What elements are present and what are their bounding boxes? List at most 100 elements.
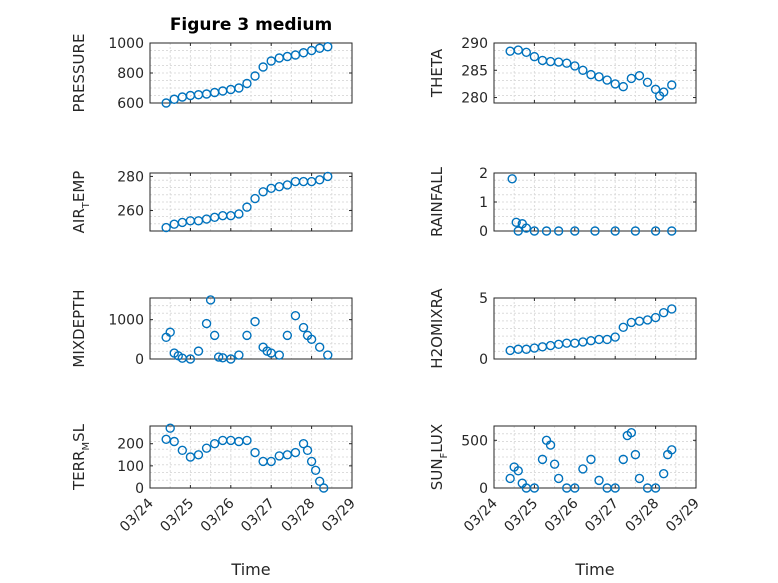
data-point: [205, 295, 216, 305]
data-point: [658, 468, 669, 479]
x-axis-label-right: Time: [574, 560, 614, 579]
data-point: [250, 316, 260, 327]
data-point: [282, 51, 293, 62]
y-tick-label: 100: [117, 459, 144, 475]
data-point: [570, 61, 580, 71]
grid: [493, 173, 697, 231]
data-point: [161, 98, 171, 108]
data-point: [298, 48, 309, 58]
subplot-4: 0 1 2 RAINFALL: [428, 166, 697, 240]
data-point: [570, 483, 580, 493]
data-point: [521, 223, 532, 233]
data-point: [505, 473, 515, 484]
y-axis-label-main: SUN: [428, 458, 446, 490]
data-point: [650, 84, 661, 95]
data-point: [626, 73, 637, 84]
data-point: [242, 435, 252, 446]
data-point: [650, 312, 661, 323]
y-tick-label: 0: [135, 481, 144, 497]
y-tick-label: 260: [117, 204, 144, 220]
data-point: [274, 451, 284, 461]
x-tick-label: 03/25: [501, 496, 541, 536]
data-point: [213, 352, 224, 362]
data-point: [630, 449, 641, 460]
data-point: [169, 436, 179, 447]
data-point: [594, 72, 604, 82]
subplot-8: 0 500 SUNFLUX 03/24 03/25 03/26 03/27 03/28 03/2…: [428, 424, 703, 536]
data-point: [602, 334, 612, 345]
data-point: [306, 456, 317, 467]
x-tick-label: 03/29: [663, 496, 703, 536]
y-tick-label: 200: [117, 437, 144, 453]
data-point: [298, 176, 309, 187]
data-point: [626, 317, 637, 328]
y-axis-label: MIXDEPTH: [70, 289, 88, 367]
data-point: [250, 193, 260, 204]
data-point: [258, 456, 268, 467]
data-point: [553, 339, 564, 350]
y-tick-label: 285: [461, 63, 488, 79]
y-tick-label: 0: [479, 224, 488, 240]
data-point: [310, 465, 321, 475]
y-axis-label-rest: SL: [70, 423, 88, 442]
data-point: [658, 87, 669, 97]
axes-box: [493, 425, 697, 489]
data-point: [323, 171, 333, 182]
data-point: [193, 450, 204, 460]
data-point: [545, 440, 556, 450]
data-point: [513, 226, 523, 236]
data-point: [610, 483, 620, 493]
data-point: [630, 226, 641, 236]
data-point: [177, 217, 188, 228]
grid: [149, 173, 353, 231]
data-point: [578, 337, 588, 347]
data-point: [610, 79, 620, 89]
x-tick-label: 03/26: [198, 495, 238, 535]
y-axis-label: SUNFLUX: [428, 424, 450, 490]
data-point: [282, 450, 293, 460]
data-point: [634, 473, 645, 484]
data-point: [586, 454, 596, 465]
data-point: [258, 62, 268, 72]
data-point: [314, 43, 325, 53]
data-point: [610, 226, 620, 236]
data-point: [165, 327, 175, 337]
data-point: [185, 354, 196, 364]
data-point: [537, 454, 548, 465]
data-point: [545, 56, 556, 67]
y-axis-label: THETA: [428, 48, 446, 98]
y-tick-label: 0: [135, 352, 144, 368]
series-markers: [507, 174, 677, 236]
data-point: [642, 77, 653, 87]
series-markers: [161, 42, 333, 108]
x-tick-label: 03/25: [157, 496, 197, 536]
subplot-5: 0 1000 MIXDEPTH: [70, 289, 353, 368]
data-point: [553, 473, 564, 484]
data-point: [626, 427, 637, 438]
data-point: [169, 94, 179, 104]
y-axis-label-main: AIR: [70, 208, 88, 233]
y-tick-label: 1000: [108, 313, 144, 329]
data-point: [282, 180, 293, 190]
data-point: [529, 483, 540, 493]
data-point: [165, 423, 175, 433]
data-point: [242, 330, 252, 341]
data-point: [161, 222, 171, 233]
data-point: [618, 81, 628, 92]
data-point: [266, 56, 276, 66]
y-axis-label: AIRTEMP: [70, 171, 92, 234]
data-point: [650, 226, 661, 236]
data-point: [234, 350, 244, 360]
data-point: [226, 354, 236, 364]
y-axis-label: H2OMIXRA: [428, 288, 446, 369]
data-point: [545, 340, 556, 351]
data-point: [234, 209, 244, 219]
data-point: [667, 304, 677, 314]
subplot-6: 0 5 H2OMIXRA: [428, 288, 697, 369]
data-point: [161, 434, 171, 444]
data-point: [242, 202, 252, 212]
y-axis-label-main: TERR: [70, 451, 88, 492]
x-axis-label-left: Time: [230, 560, 270, 579]
x-tick-label: 03/28: [279, 496, 319, 536]
data-point: [634, 71, 645, 81]
